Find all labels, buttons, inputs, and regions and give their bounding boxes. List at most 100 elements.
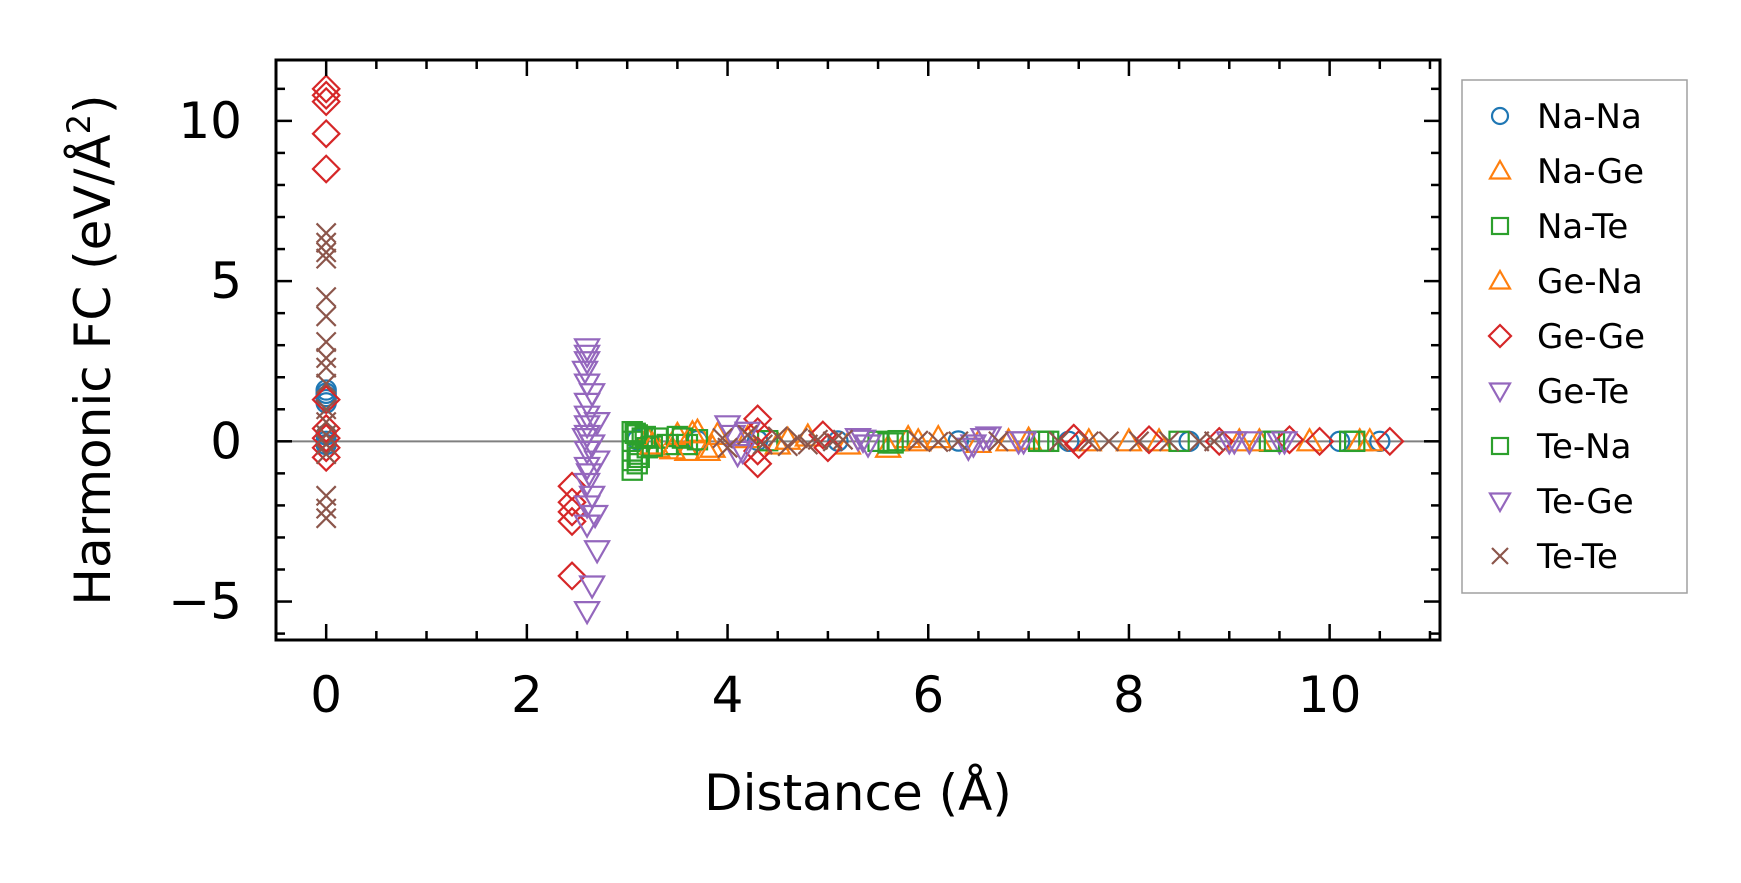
y-axis-label-main: Harmonic FC (eV/Å: [64, 134, 122, 605]
point-ge-ge: [1274, 424, 1305, 455]
point-ge-te: [573, 472, 601, 498]
data-marks: [311, 74, 1405, 626]
axes: 0 2 4 6 8 10 −5 0 5 10: [168, 58, 1442, 724]
legend-label-te-na: Te-Na: [1536, 427, 1631, 467]
legend-label-na-te: Na-Te: [1537, 207, 1628, 247]
point-ge-ge: [557, 497, 587, 527]
point-te-te: [315, 507, 337, 529]
legend-marker-ge-te: [1488, 382, 1512, 404]
point-ge-te: [583, 450, 611, 475]
point-te-te: [315, 331, 337, 353]
point-ge-ge: [557, 487, 587, 517]
y-axis-label: Harmonic FC (eV/Å2): [60, 94, 122, 605]
point-te-ge: [1220, 431, 1249, 456]
point-te-na: [1344, 430, 1366, 453]
point-ge-na: [698, 433, 727, 458]
point-te-te: [1188, 430, 1210, 452]
point-te-te: [737, 424, 758, 446]
point-ge-te: [578, 434, 606, 459]
point-ge-ge: [311, 413, 341, 444]
x-tick-label: 8: [1113, 666, 1145, 724]
x-tick-label: 0: [310, 666, 342, 724]
y-tick-label: −5: [168, 573, 242, 631]
point-ge-na: [638, 430, 667, 455]
point-ge-te: [578, 485, 606, 511]
point-ge-ge: [813, 432, 843, 463]
point-te-te: [1048, 430, 1070, 452]
point-ge-ge: [311, 86, 341, 117]
legend: Na-Na Na-Ge Na-Te Ge-Na Ge-Ge Ge-Te Te-Na Te-Ge…: [1461, 79, 1688, 594]
point-te-te: [797, 434, 819, 455]
legend-marker-te-te: [1491, 547, 1509, 565]
point-te-te: [315, 286, 337, 308]
y-axis-label-close: ): [64, 94, 122, 114]
point-te-te: [315, 424, 337, 446]
legend-label-te-te: Te-Te: [1536, 537, 1618, 577]
point-ge-ge: [311, 74, 341, 104]
point-te-na: [882, 432, 904, 454]
point-ge-ge: [742, 416, 773, 447]
legend-marker-ge-na: [1488, 268, 1512, 290]
point-ge-ge: [557, 561, 587, 591]
point-na-ge: [1225, 427, 1254, 452]
point-ge-te: [578, 575, 606, 600]
point-ge-te: [573, 601, 601, 626]
point-te-te: [315, 498, 337, 519]
point-na-na: [947, 430, 970, 452]
point-ge-ge: [742, 404, 773, 434]
point-te-ge: [581, 504, 609, 530]
point-na-ge: [874, 433, 902, 458]
legend-label-na-ge: Na-Ge: [1537, 152, 1644, 192]
legend-marker-te-na: [1490, 436, 1510, 456]
point-te-te: [988, 430, 1009, 452]
point-ge-te: [573, 344, 601, 370]
point-te-te: [315, 373, 337, 395]
point-te-te: [315, 443, 337, 465]
point-ge-ge: [557, 506, 587, 537]
point-te-te: [832, 429, 854, 451]
point-te-ge: [1270, 431, 1299, 456]
point-na-ge: [1074, 427, 1103, 452]
point-ge-te: [583, 540, 611, 565]
legend-label-ge-ge: Ge-Ge: [1537, 317, 1645, 357]
plot-frame: [274, 58, 1442, 642]
point-te-na: [671, 427, 694, 449]
x-tick-label: 2: [511, 666, 543, 724]
point-te-te: [927, 431, 949, 453]
point-te-te: [315, 222, 337, 244]
point-te-ge: [571, 360, 599, 386]
point-te-te: [315, 305, 337, 327]
legend-label-na-na: Na-Na: [1537, 97, 1642, 137]
point-te-te: [1203, 430, 1225, 452]
point-te-te: [907, 430, 929, 452]
point-ge-ge: [1304, 426, 1335, 457]
point-ge-na: [773, 425, 802, 450]
point-te-ge: [969, 428, 998, 453]
point-ge-ge: [311, 423, 341, 453]
point-ge-ge: [1134, 424, 1164, 455]
point-ge-te: [578, 383, 606, 408]
point-te-na: [641, 435, 663, 457]
point-te-te: [1128, 430, 1150, 452]
point-te-te: [947, 430, 969, 452]
point-ge-te: [573, 514, 601, 539]
point-te-ge: [1009, 431, 1038, 456]
x-axis-label: Distance (Å): [704, 764, 1012, 822]
legend-marker-ge-ge: [1487, 323, 1513, 349]
point-te-te: [315, 248, 337, 270]
x-tick-label: 6: [912, 666, 944, 724]
legend-marker-na-ge: [1488, 158, 1512, 180]
point-te-te: [752, 434, 774, 455]
point-ge-te: [1235, 431, 1264, 456]
legend-label-te-ge: Te-Ge: [1536, 482, 1634, 522]
point-na-te: [621, 459, 643, 481]
y-tick-label: 5: [210, 252, 242, 310]
point-te-te: [717, 437, 738, 459]
legend-marker-na-te: [1490, 216, 1510, 236]
x-tick-label: 10: [1298, 666, 1362, 724]
point-te-te: [787, 427, 809, 449]
point-ge-ge: [311, 154, 341, 184]
point-ge-ge: [808, 420, 838, 450]
y-tick-label: 10: [178, 92, 242, 150]
